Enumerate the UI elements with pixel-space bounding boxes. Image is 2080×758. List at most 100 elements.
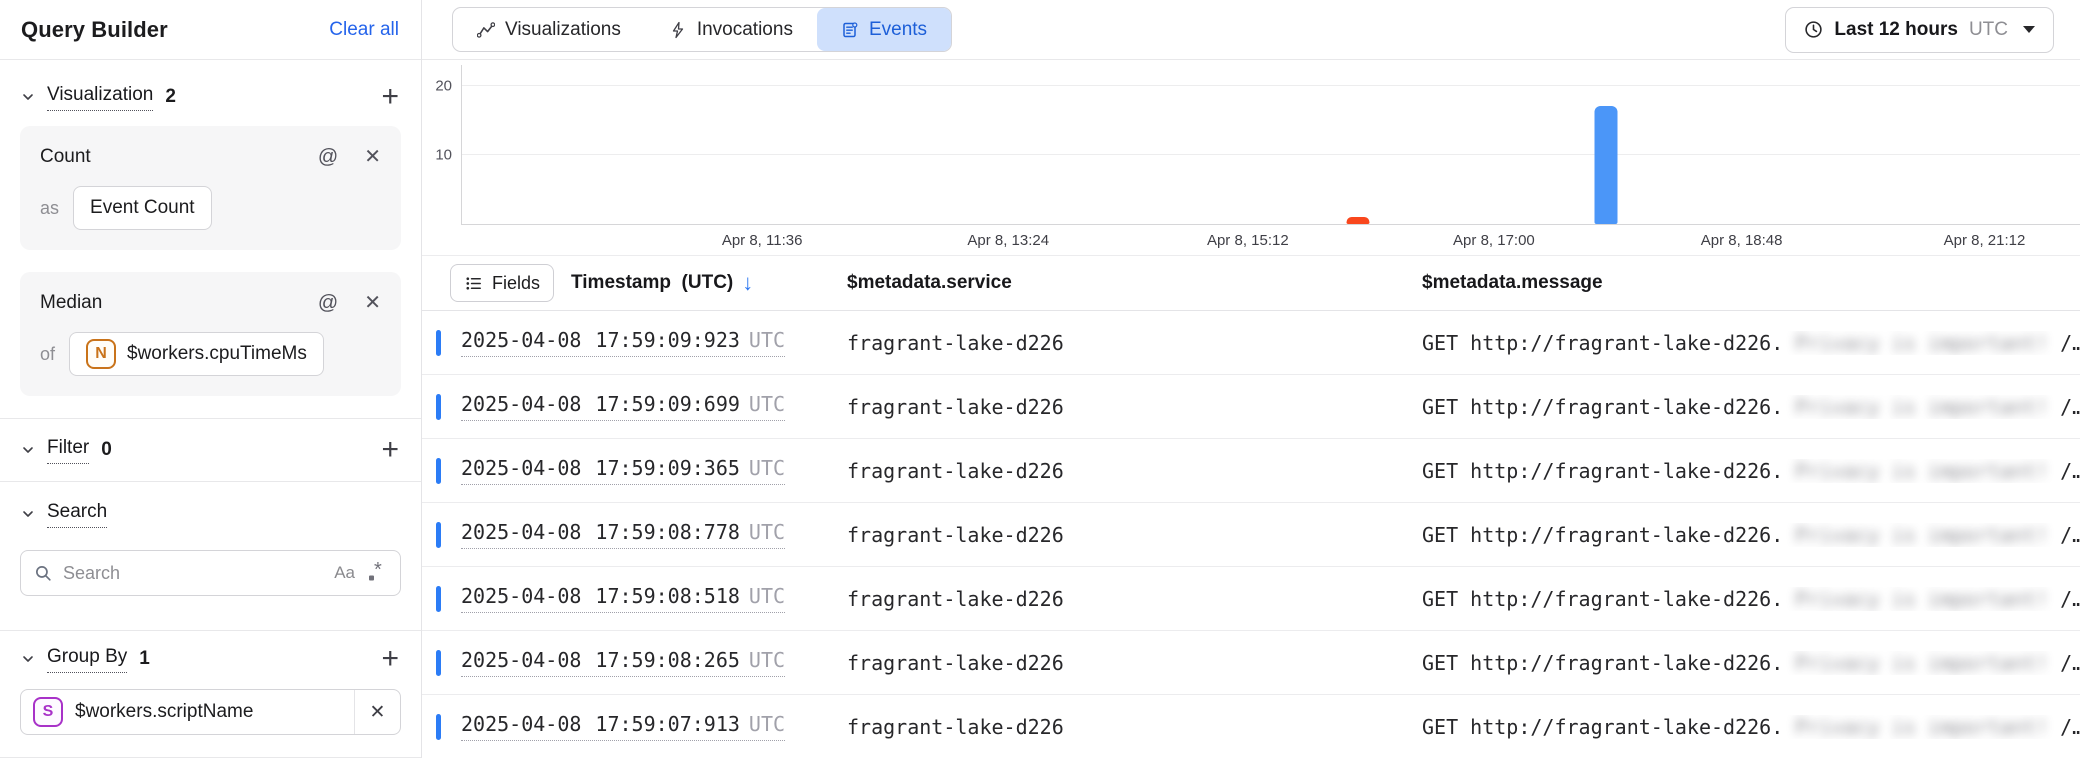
log-level-indicator — [436, 393, 441, 420]
visualization-count: 2 — [165, 86, 176, 107]
count-alias-value: Event Count — [90, 197, 195, 218]
column-header-service: $metadata.service — [847, 272, 1012, 293]
tab-invocations[interactable]: Invocations — [645, 8, 817, 51]
table-row[interactable]: 2025-04-08 17:59:08:265 UTC fragrant-lak… — [422, 631, 2080, 695]
chart-x-axis: Apr 8, 11:36 Apr 8, 13:24 Apr 8, 15:12 Apr … — [461, 225, 2080, 255]
timestamp-link[interactable]: 2025-04-08 17:59:08:518 UTC — [461, 584, 786, 613]
chevron-down-icon[interactable] — [20, 506, 36, 522]
timestamp-timezone: UTC — [748, 392, 786, 416]
chart-line-icon — [477, 21, 495, 39]
tab-visualizations[interactable]: Visualizations — [453, 8, 645, 51]
preposition-label: as — [40, 197, 60, 218]
filter-count: 0 — [101, 439, 112, 460]
tab-events[interactable]: Events — [816, 8, 952, 51]
x-tick-label: Apr 8, 21:12 — [1943, 232, 2026, 249]
group-by-count: 1 — [139, 648, 150, 669]
y-tick-label: 10 — [435, 146, 452, 164]
message-prefix: GET http://fragrant-lake-d226. — [1422, 330, 1784, 355]
log-level-indicator — [436, 585, 441, 612]
table-row[interactable]: 2025-04-08 17:59:07:913 UTC fragrant-lak… — [422, 695, 2080, 758]
filter-section: Filter 0 + — [0, 418, 421, 481]
search-section-label[interactable]: Search — [47, 501, 108, 528]
group-by-chip[interactable]: S $workers.scriptName ✕ — [20, 689, 401, 735]
time-range-button[interactable]: Last 12 hours UTC — [1785, 6, 2054, 53]
close-icon[interactable]: ✕ — [364, 292, 381, 314]
log-level-indicator — [436, 457, 441, 484]
median-field-value: $workers.cpuTimeMs — [127, 343, 307, 364]
column-header-timestamp[interactable]: Timestamp (UTC) — [571, 272, 734, 293]
timestamp-link[interactable]: 2025-04-08 17:59:09:923 UTC — [461, 328, 786, 357]
message-redacted-blur: Privacy is important! — [1795, 650, 2049, 675]
string-type-badge-icon: S — [33, 697, 63, 727]
service-name: fragrant-lake-d226 — [847, 330, 1064, 355]
events-doc-icon — [841, 21, 859, 39]
chart-y-axis: 10 20 — [422, 65, 454, 225]
message-prefix: GET http://fragrant-lake-d226. — [1422, 394, 1784, 419]
message-prefix: GET http://fragrant-lake-d226. — [1422, 650, 1784, 675]
visualization-card-count: Count @ ✕ as Event Count — [20, 126, 401, 250]
add-visualization-button[interactable]: + — [381, 80, 399, 113]
table-row[interactable]: 2025-04-08 17:59:09:365 UTC fragrant-lak… — [422, 439, 2080, 503]
search-box: Aa * — [20, 550, 401, 596]
search-input[interactable] — [63, 562, 325, 584]
chart-bar[interactable] — [1346, 217, 1370, 224]
mention-at-icon[interactable]: @ — [317, 292, 339, 314]
service-name: fragrant-lake-d226 — [847, 650, 1064, 675]
fields-list-icon — [464, 274, 483, 293]
add-filter-button[interactable]: + — [381, 433, 399, 466]
clear-all-link[interactable]: Clear all — [329, 18, 399, 40]
log-level-indicator — [436, 329, 441, 356]
group-by-section-label[interactable]: Group By — [47, 646, 128, 673]
remove-group-by-icon[interactable]: ✕ — [354, 690, 400, 734]
view-tabs: Visualizations Invocations Events — [452, 7, 953, 52]
table-row[interactable]: 2025-04-08 17:59:09:923 UTC fragrant-lak… — [422, 311, 2080, 375]
timestamp-link[interactable]: 2025-04-08 17:59:09:699 UTC — [461, 392, 786, 421]
fields-button[interactable]: Fields — [450, 264, 555, 302]
search-icon — [34, 564, 53, 583]
message-prefix: GET http://fragrant-lake-d226. — [1422, 522, 1784, 547]
timestamp-timezone: UTC — [748, 648, 786, 672]
chevron-down-icon[interactable] — [20, 651, 36, 667]
count-alias-box[interactable]: Event Count — [73, 186, 212, 230]
tab-label: Invocations — [696, 18, 793, 40]
log-level-indicator — [436, 713, 441, 740]
main-panel: Visualizations Invocations Events Last 1… — [422, 0, 2080, 758]
svg-text:*: * — [374, 562, 382, 581]
chevron-down-icon[interactable] — [20, 89, 36, 105]
timestamp-time: 17:59:08:265 — [595, 648, 740, 672]
main-topbar: Visualizations Invocations Events Last 1… — [422, 0, 2080, 60]
visualization-section-label[interactable]: Visualization — [47, 84, 154, 111]
y-tick-label: 20 — [435, 77, 452, 95]
median-field-box[interactable]: N $workers.cpuTimeMs — [69, 332, 324, 376]
filter-section-label[interactable]: Filter — [47, 437, 90, 464]
tab-label: Visualizations — [505, 18, 621, 40]
x-tick-label: Apr 8, 17:00 — [1453, 232, 1535, 249]
time-range-timezone: UTC — [1968, 18, 2008, 40]
sidebar-header: Query Builder Clear all — [0, 0, 421, 60]
timestamp-link[interactable]: 2025-04-08 17:59:08:778 UTC — [461, 520, 786, 549]
timestamp-link[interactable]: 2025-04-08 17:59:08:265 UTC — [461, 648, 786, 677]
add-group-by-button[interactable]: + — [381, 642, 399, 675]
clock-icon — [1804, 20, 1823, 39]
table-row[interactable]: 2025-04-08 17:59:08:778 UTC fragrant-lak… — [422, 503, 2080, 567]
message-redacted-blur: Privacy is important! — [1795, 394, 2049, 419]
query-builder-sidebar: Query Builder Clear all Visualization 2 … — [0, 0, 422, 758]
match-case-icon[interactable]: Aa — [334, 563, 355, 582]
message-redacted-blur: Privacy is important! — [1795, 714, 2049, 739]
chart-bar[interactable] — [1594, 106, 1618, 224]
timestamp-timezone: UTC — [748, 456, 786, 480]
timestamp-time: 17:59:09:699 — [595, 392, 740, 416]
group-by-section: Group By 1 + S $workers.scriptName ✕ — [0, 630, 421, 757]
regex-icon[interactable]: * — [365, 562, 387, 584]
close-icon[interactable]: ✕ — [364, 146, 381, 168]
timestamp-link[interactable]: 2025-04-08 17:59:09:365 UTC — [461, 456, 786, 485]
table-row[interactable]: 2025-04-08 17:59:09:699 UTC fragrant-lak… — [422, 375, 2080, 439]
table-row[interactable]: 2025-04-08 17:59:08:518 UTC fragrant-lak… — [422, 567, 2080, 631]
x-tick-label: Apr 8, 18:48 — [1700, 232, 1783, 249]
timestamp-link[interactable]: 2025-04-08 17:59:07:913 UTC — [461, 712, 786, 741]
sort-descending-icon[interactable]: ↓ — [742, 270, 754, 295]
mention-at-icon[interactable]: @ — [317, 146, 339, 168]
fields-button-label: Fields — [492, 272, 541, 293]
chevron-down-icon[interactable] — [20, 442, 36, 458]
message-ellipsis: /… — [2060, 586, 2080, 611]
